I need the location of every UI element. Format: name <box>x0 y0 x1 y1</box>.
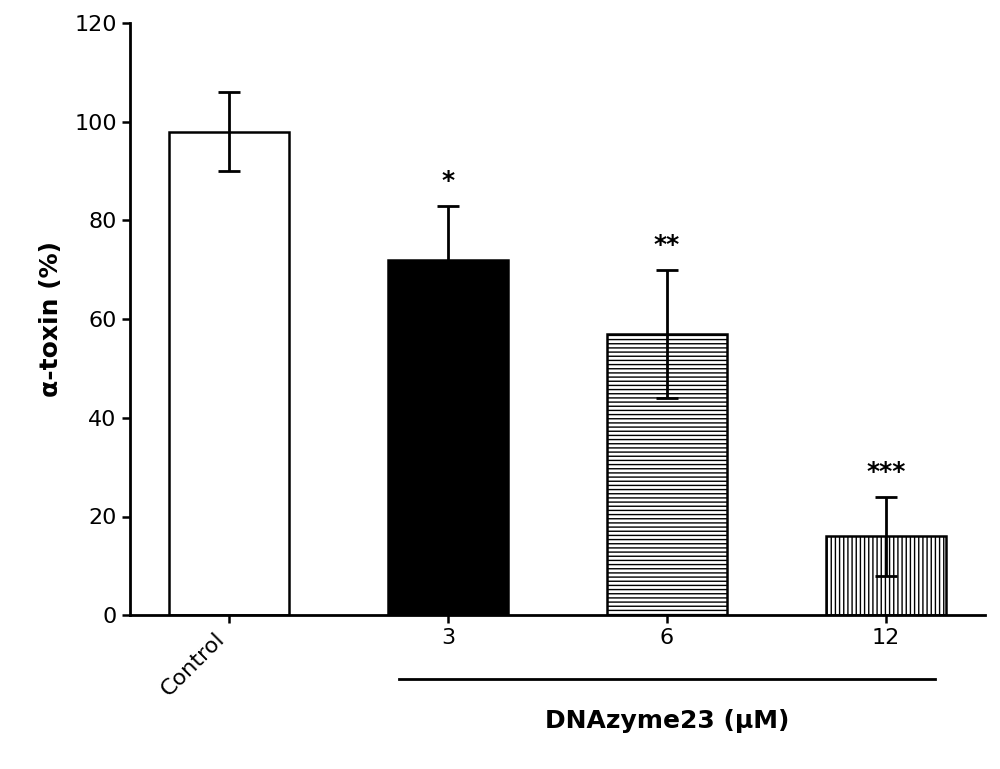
Bar <box>388 260 508 615</box>
Bar <box>607 334 727 615</box>
Bar <box>169 131 289 615</box>
Bar <box>826 536 946 615</box>
Y-axis label: α-toxin (%): α-toxin (%) <box>39 241 63 397</box>
Text: DNAzyme23 (μM): DNAzyme23 (μM) <box>545 709 789 733</box>
Text: *: * <box>441 169 455 193</box>
Text: ***: *** <box>866 461 906 484</box>
Text: **: ** <box>654 234 680 258</box>
